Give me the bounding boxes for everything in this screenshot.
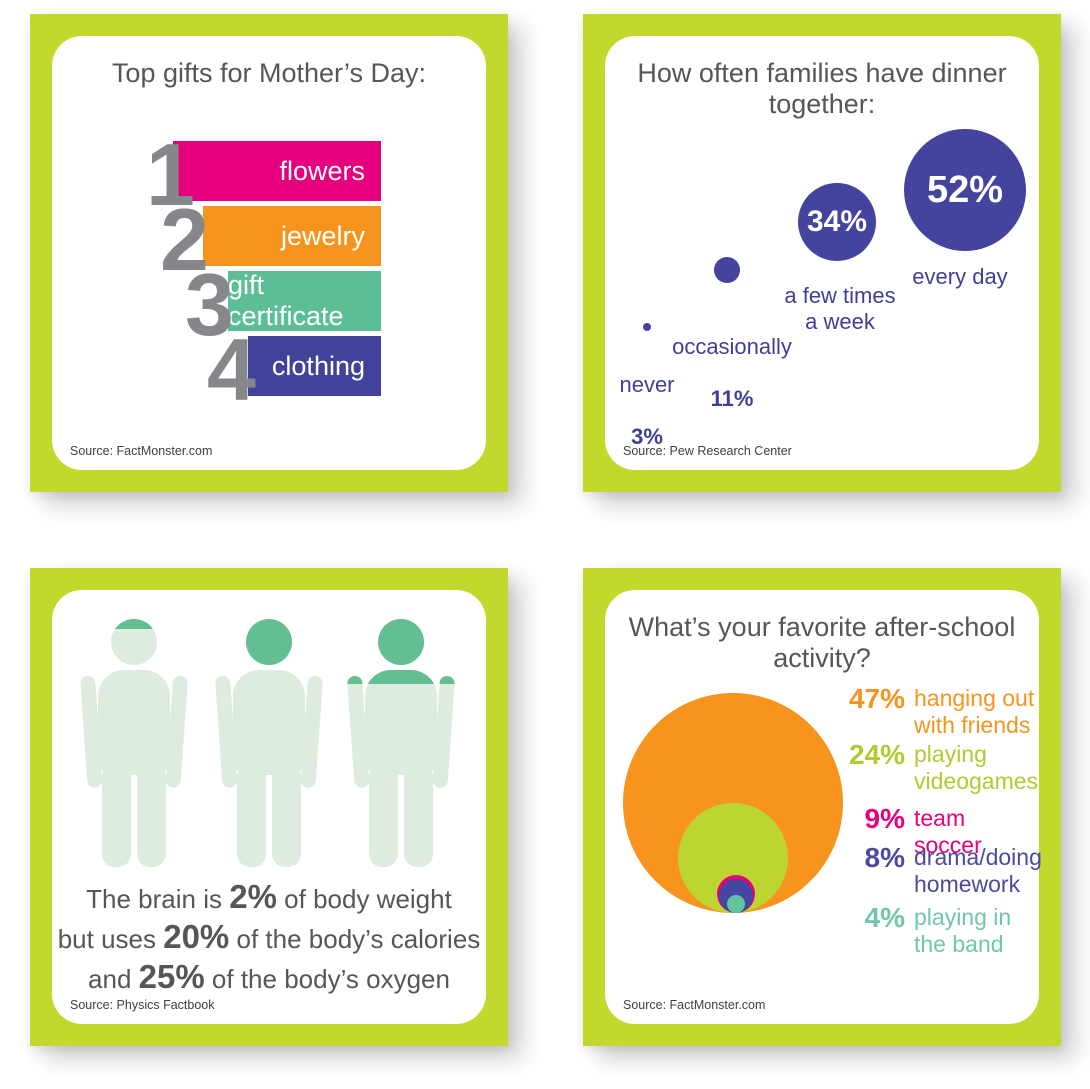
- card-brain-facts: The brain is 2% of body weight but uses …: [30, 568, 508, 1046]
- fact-number: 2%: [229, 878, 277, 915]
- card-family-dinner: How often families have dinner together:…: [583, 14, 1061, 492]
- bubble-occasionally: [714, 257, 740, 283]
- card-family-dinner-inner: How often families have dinner together:…: [605, 36, 1039, 470]
- person-figure-20-percent: [214, 619, 324, 867]
- bubble-value: 52%: [926, 168, 1004, 211]
- bubble-label-text: occasionally: [672, 334, 792, 359]
- fact-line-2: but uses 20% of the body’s calories: [52, 918, 486, 958]
- fact-text: and: [88, 964, 139, 994]
- card-title: What’s your favorite after-school activi…: [628, 612, 1016, 673]
- bubble-label-few-times: a few times a week: [784, 283, 896, 334]
- fact-number: 25%: [138, 958, 205, 995]
- bar-gift-certificate: gift certificate: [228, 270, 381, 331]
- card-title: How often families have dinner together:: [637, 58, 1007, 119]
- brain-fact-text: The brain is 2% of body weight but uses …: [52, 878, 486, 998]
- source-text: Source: Physics Factbook: [70, 998, 215, 1012]
- legend-row-drama-homework: 8% drama/doing homework: [827, 842, 1042, 898]
- source-text: Source: FactMonster.com: [623, 998, 766, 1012]
- legend-label: playing in the band: [914, 904, 1012, 957]
- fact-text: of body weight: [276, 884, 452, 914]
- circle-band: [727, 895, 745, 913]
- bubble-label-value: 3%: [631, 424, 663, 449]
- fact-text: but uses: [57, 924, 164, 954]
- bubble-value: 34%: [806, 205, 868, 238]
- person-figure-25-percent: [346, 619, 456, 867]
- fact-text: of the body’s oxygen: [204, 964, 450, 994]
- legend-value: 47%: [848, 683, 905, 714]
- legend-value: 4%: [864, 902, 905, 933]
- fact-text: The brain is: [86, 884, 230, 914]
- fact-line-3: and 25% of the body’s oxygen: [52, 958, 486, 998]
- fact-number: 20%: [163, 918, 230, 955]
- source-text: Source: FactMonster.com: [70, 444, 213, 458]
- legend-label: hanging out with friends: [914, 685, 1035, 738]
- legend-label: drama/doing homework: [914, 844, 1042, 897]
- bar-label: flowers: [279, 155, 365, 186]
- rank-number-2: 2: [160, 190, 209, 289]
- bar-label: clothing: [271, 350, 365, 381]
- legend-value: 8%: [864, 842, 905, 873]
- fact-line-1: The brain is 2% of body weight: [52, 878, 486, 918]
- bubble-label-text: never: [619, 372, 675, 397]
- bar-flowers: flowers: [173, 141, 381, 201]
- legend-value: 24%: [848, 739, 905, 770]
- rank-number-1: 1: [146, 125, 195, 224]
- card-mothers-day-gifts: Top gifts for Mother’s Day: 1 2 3 4 flow…: [30, 14, 508, 492]
- card-mothers-day-inner: Top gifts for Mother’s Day: 1 2 3 4 flow…: [52, 36, 486, 470]
- fact-text: of the body’s calories: [229, 924, 481, 954]
- card-after-school-activity: What’s your favorite after-school activi…: [583, 568, 1061, 1046]
- bubble-every-day: 52%: [904, 129, 1026, 251]
- bubble-label-never: never 3%: [577, 346, 717, 476]
- rank-number-4: 4: [207, 320, 256, 419]
- card-activity-inner: What’s your favorite after-school activi…: [605, 590, 1042, 1024]
- legend-label: playing videogames: [914, 741, 1039, 794]
- source-text: Source: Pew Research Center: [623, 444, 792, 458]
- legend-row-videogames: 24% playing videogames: [827, 741, 1039, 795]
- bubble-never: [643, 323, 651, 331]
- legend-row-hanging-out: 47% hanging out with friends: [827, 685, 1039, 739]
- legend-row-team-soccer: 9% team soccer: [827, 805, 1039, 859]
- bar-label: gift certificate: [228, 270, 344, 331]
- legend-row-band: 4% playing in the band: [827, 904, 1039, 958]
- rank-number-3: 3: [185, 255, 234, 354]
- bar-clothing: clothing: [248, 336, 381, 396]
- card-title: Top gifts for Mother’s Day:: [111, 58, 427, 88]
- card-brain-inner: The brain is 2% of body weight but uses …: [52, 590, 486, 1024]
- bubble-label-every-day: every day: [912, 264, 1008, 289]
- bar-label: jewelry: [280, 220, 365, 251]
- legend-value: 9%: [864, 803, 905, 834]
- bubble-label-occasionally: occasionally 11%: [662, 308, 802, 438]
- person-figure-2-percent: [79, 619, 189, 867]
- bubble-few-times-week: 34%: [798, 183, 876, 261]
- bubble-label-value: 11%: [710, 386, 754, 411]
- bar-jewelry: jewelry: [203, 206, 381, 266]
- legend-label: team soccer: [914, 805, 982, 858]
